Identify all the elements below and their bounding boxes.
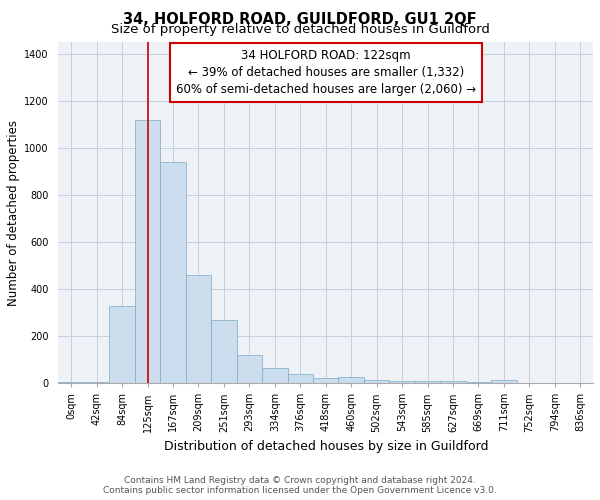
- Bar: [160, 162, 186, 383]
- Bar: [287, 374, 313, 383]
- Bar: [389, 381, 415, 383]
- Bar: [491, 380, 517, 383]
- Bar: [109, 306, 135, 383]
- Bar: [186, 275, 211, 383]
- Bar: [211, 320, 236, 383]
- Bar: [338, 378, 364, 383]
- Bar: [364, 380, 389, 383]
- Bar: [440, 381, 466, 383]
- Bar: [236, 355, 262, 383]
- Bar: [415, 381, 440, 383]
- Bar: [466, 382, 491, 383]
- Text: 34 HOLFORD ROAD: 122sqm
← 39% of detached houses are smaller (1,332)
60% of semi: 34 HOLFORD ROAD: 122sqm ← 39% of detache…: [176, 49, 476, 96]
- Y-axis label: Number of detached properties: Number of detached properties: [7, 120, 20, 306]
- Bar: [84, 382, 109, 383]
- Text: Size of property relative to detached houses in Guildford: Size of property relative to detached ho…: [110, 24, 490, 36]
- Bar: [262, 368, 287, 383]
- Bar: [135, 120, 160, 383]
- X-axis label: Distribution of detached houses by size in Guildford: Distribution of detached houses by size …: [164, 440, 488, 453]
- Text: Contains HM Land Registry data © Crown copyright and database right 2024.
Contai: Contains HM Land Registry data © Crown c…: [103, 476, 497, 495]
- Bar: [313, 378, 338, 383]
- Text: 34, HOLFORD ROAD, GUILDFORD, GU1 2QF: 34, HOLFORD ROAD, GUILDFORD, GU1 2QF: [123, 12, 477, 28]
- Bar: [58, 382, 84, 383]
